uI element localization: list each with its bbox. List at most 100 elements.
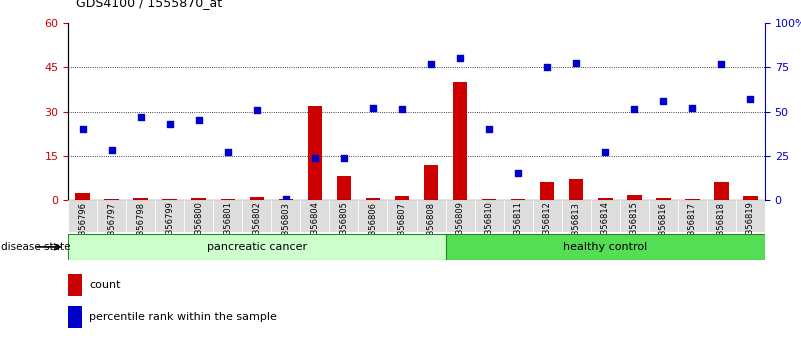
Bar [359,200,388,232]
Point [541,64,553,70]
Point [570,60,582,66]
Text: GSM356804: GSM356804 [311,202,320,252]
Bar [678,200,706,232]
Point [483,126,496,132]
Text: GSM356809: GSM356809 [456,202,465,252]
Text: GSM356814: GSM356814 [601,202,610,252]
Bar [685,199,699,200]
Bar [366,198,380,200]
Point [599,149,612,155]
Text: count: count [89,280,120,290]
Point [251,107,264,113]
Bar [308,105,322,200]
Point [453,56,466,61]
Bar [445,200,474,232]
Point [715,61,728,67]
Point [135,114,147,120]
Bar [590,200,620,232]
Bar [272,200,300,232]
Bar [75,193,90,200]
Point [192,118,205,123]
Text: GSM356815: GSM356815 [630,202,638,252]
Point [512,171,525,176]
Bar [68,274,82,296]
Bar [417,200,445,232]
Bar [649,200,678,232]
Text: GSM356819: GSM356819 [746,202,755,252]
Bar [706,200,736,232]
Bar [184,200,213,232]
Point [337,155,350,160]
Bar [656,198,670,200]
Text: GSM356805: GSM356805 [340,202,348,252]
Text: GSM356808: GSM356808 [427,202,436,253]
Bar [242,200,272,232]
Bar [627,195,642,200]
Text: GSM356796: GSM356796 [78,202,87,253]
Text: GSM356806: GSM356806 [368,202,377,253]
Text: GSM356800: GSM356800 [195,202,203,252]
Bar [127,200,155,232]
Bar [220,199,235,200]
Bar [453,82,467,200]
Text: healthy control: healthy control [563,242,647,252]
Text: GSM356801: GSM356801 [223,202,232,252]
Text: GSM356797: GSM356797 [107,202,116,253]
Point [105,148,118,153]
Point [744,96,757,102]
Text: GSM356817: GSM356817 [688,202,697,253]
Bar [562,200,590,232]
Bar [424,165,438,200]
Bar [213,200,242,232]
Bar [474,200,504,232]
Bar [191,198,206,200]
Text: GSM356818: GSM356818 [717,202,726,253]
Point [396,106,409,112]
Point [628,106,641,112]
Bar [97,200,127,232]
Bar [104,199,119,200]
Bar [388,200,417,232]
Bar [163,199,177,200]
Bar [533,200,562,232]
Bar [714,182,729,200]
Point [686,105,698,111]
Text: GSM356812: GSM356812 [543,202,552,252]
Point [163,121,176,127]
Bar [279,199,293,200]
Bar [736,200,765,232]
Text: disease state: disease state [1,242,70,252]
Point [425,61,437,67]
Bar [68,234,445,260]
Text: GSM356799: GSM356799 [165,202,174,252]
Point [367,105,380,111]
Bar [620,200,649,232]
Text: pancreatic cancer: pancreatic cancer [207,242,307,252]
Text: percentile rank within the sample: percentile rank within the sample [89,312,277,322]
Text: GSM356798: GSM356798 [136,202,145,253]
Bar [155,200,184,232]
Bar [540,182,554,200]
Text: GSM356811: GSM356811 [513,202,522,252]
Bar [598,198,613,200]
Point [76,126,89,132]
Bar [134,198,148,200]
Bar [445,234,765,260]
Bar [68,306,82,328]
Bar [482,199,497,200]
Bar [395,196,409,200]
Text: GSM356810: GSM356810 [485,202,493,252]
Text: GSM356802: GSM356802 [252,202,261,252]
Bar [511,199,525,200]
Bar [68,200,97,232]
Text: GSM356803: GSM356803 [281,202,290,253]
Text: GSM356816: GSM356816 [659,202,668,253]
Text: GSM356813: GSM356813 [572,202,581,253]
Bar [504,200,533,232]
Bar [250,197,264,200]
Point [221,149,234,155]
Bar [300,200,329,232]
Point [280,196,292,202]
Point [308,155,321,160]
Text: GDS4100 / 1555870_at: GDS4100 / 1555870_at [76,0,222,9]
